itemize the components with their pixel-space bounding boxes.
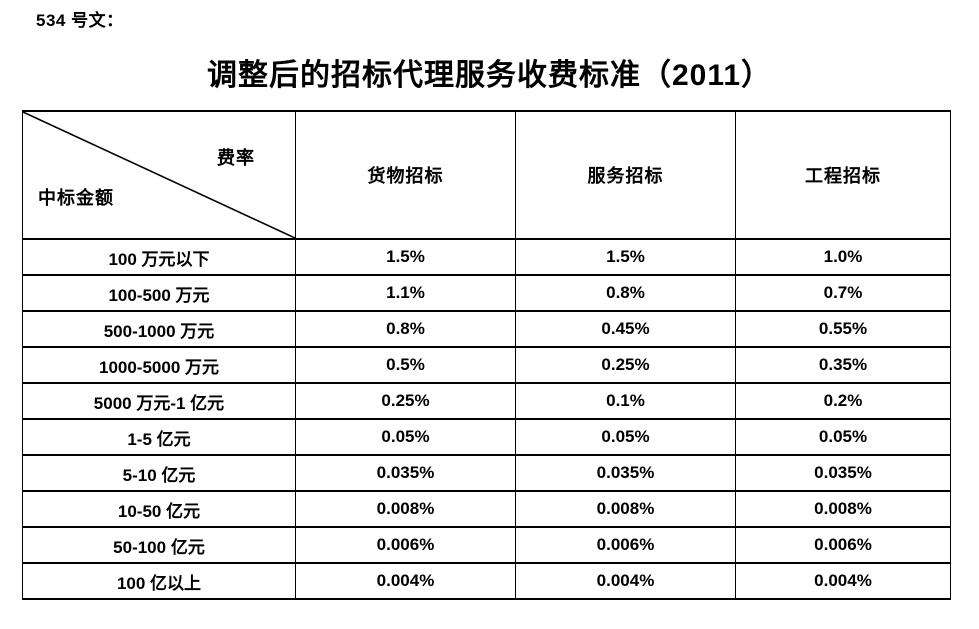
fee-value-cell: 0.05% [735, 418, 951, 456]
corner-label-rate: 费率 [217, 148, 255, 168]
fee-value-cell: 0.55% [735, 310, 951, 348]
corner-cell: 费率 中标金额 [22, 110, 296, 240]
fee-value-cell: 0.006% [735, 526, 951, 564]
column-header-goods: 货物招标 [295, 110, 516, 240]
row-label: 1-5 亿元 [22, 418, 296, 456]
fee-value-cell: 0.004% [295, 562, 516, 600]
fee-value-cell: 0.008% [515, 490, 736, 528]
table-row: 1000-5000 万元 0.5% 0.25% 0.35% [22, 346, 951, 384]
fee-value-cell: 0.8% [515, 274, 736, 312]
fee-value-cell: 1.5% [515, 238, 736, 276]
fee-value-cell: 0.35% [735, 346, 951, 384]
fee-value-cell: 0.05% [295, 418, 516, 456]
table-row: 100 万元以下 1.5% 1.5% 1.0% [22, 238, 951, 276]
fee-value-cell: 1.5% [295, 238, 516, 276]
table-header-row: 费率 中标金额 货物招标 服务招标 工程招标 [22, 110, 951, 240]
page-title: 调整后的招标代理服务收费标准（2011） [206, 59, 773, 92]
doc-ref: 534 号文： [36, 11, 124, 30]
row-label: 100-500 万元 [22, 274, 296, 312]
fee-value-cell: 0.7% [735, 274, 951, 312]
fee-value-cell: 1.1% [295, 274, 516, 312]
row-label: 50-100 亿元 [22, 526, 296, 564]
table-row: 100-500 万元 1.1% 0.8% 0.7% [22, 274, 951, 312]
row-label: 1000-5000 万元 [22, 346, 296, 384]
fee-value-cell: 0.006% [295, 526, 516, 564]
fee-value-cell: 0.004% [515, 562, 736, 600]
row-label: 5000 万元-1 亿元 [22, 382, 296, 420]
table-row: 5000 万元-1 亿元 0.25% 0.1% 0.2% [22, 382, 951, 420]
table-row: 1-5 亿元 0.05% 0.05% 0.05% [22, 418, 951, 456]
column-header-services: 服务招标 [515, 110, 736, 240]
row-label: 100 亿以上 [22, 562, 296, 600]
column-header-engineering: 工程招标 [735, 110, 951, 240]
fee-value-cell: 0.008% [295, 490, 516, 528]
row-label: 100 万元以下 [22, 238, 296, 276]
fee-table: 费率 中标金额 货物招标 服务招标 工程招标 100 万元以下 1.5% 1.5% 1… [22, 110, 951, 600]
fee-value-cell: 0.25% [515, 346, 736, 384]
table-row: 50-100 亿元 0.006% 0.006% 0.006% [22, 526, 951, 564]
corner-label-amount: 中标金额 [38, 188, 114, 208]
table-row: 5-10 亿元 0.035% 0.035% 0.035% [22, 454, 951, 492]
fee-table-body: 100 万元以下 1.5% 1.5% 1.0% 100-500 万元 1.1% 0.8% 0.… [22, 238, 951, 600]
table-row: 100 亿以上 0.004% 0.004% 0.004% [22, 562, 951, 600]
fee-value-cell: 0.008% [735, 490, 951, 528]
fee-value-cell: 0.035% [295, 454, 516, 492]
fee-value-cell: 0.8% [295, 310, 516, 348]
fee-value-cell: 0.1% [515, 382, 736, 420]
fee-value-cell: 0.45% [515, 310, 736, 348]
fee-value-cell: 0.5% [295, 346, 516, 384]
fee-value-cell: 0.05% [515, 418, 736, 456]
row-label: 10-50 亿元 [22, 490, 296, 528]
table-row: 10-50 亿元 0.008% 0.008% 0.008% [22, 490, 951, 528]
fee-value-cell: 0.25% [295, 382, 516, 420]
row-label: 500-1000 万元 [22, 310, 296, 348]
table-row: 500-1000 万元 0.8% 0.45% 0.55% [22, 310, 951, 348]
fee-value-cell: 0.004% [735, 562, 951, 600]
row-label: 5-10 亿元 [22, 454, 296, 492]
fee-value-cell: 1.0% [735, 238, 951, 276]
fee-value-cell: 0.035% [735, 454, 951, 492]
diagonal-line [23, 112, 295, 238]
fee-value-cell: 0.035% [515, 454, 736, 492]
fee-value-cell: 0.2% [735, 382, 951, 420]
fee-value-cell: 0.006% [515, 526, 736, 564]
